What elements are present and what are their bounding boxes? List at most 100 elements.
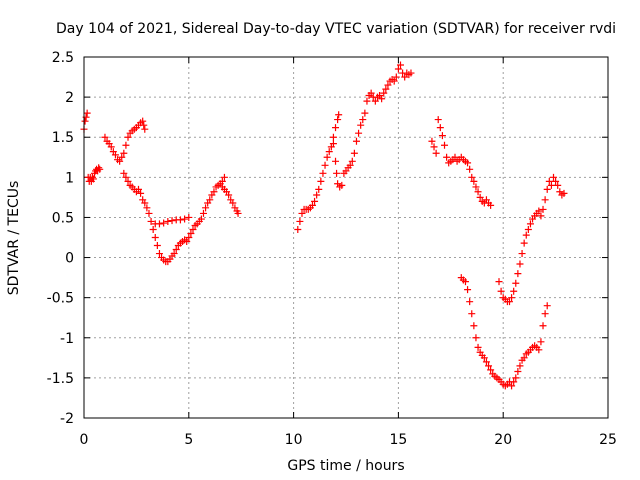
axis-ticks: 0 5 10 15 20 25 2.5 2 1.5 1 0.5 0 -0.5 -1 -1.5 -2 (47, 50, 617, 448)
data-point (229, 199, 237, 207)
data-point (487, 366, 495, 374)
data-point (120, 169, 128, 177)
data-point (359, 116, 367, 124)
data-point (514, 367, 522, 375)
data-point (392, 73, 400, 81)
data-point (474, 188, 482, 196)
data-point (197, 215, 205, 223)
data-point (116, 157, 124, 165)
data-point (355, 129, 363, 137)
y-tick-label: 1.5 (52, 130, 74, 146)
data-point (315, 185, 323, 193)
data-point (296, 217, 304, 225)
data-point (206, 196, 214, 204)
x-tick-label: 15 (389, 432, 407, 448)
data-point (441, 141, 449, 149)
data-point (545, 177, 553, 185)
data-point (428, 137, 436, 145)
data-point (134, 185, 142, 193)
data-point (151, 234, 159, 241)
data-point (543, 185, 551, 193)
data-point (107, 143, 115, 151)
data-point (472, 334, 480, 342)
data-point (181, 215, 189, 223)
data-point (524, 225, 532, 233)
data-point (298, 209, 306, 217)
data-point (537, 212, 545, 220)
data-point (443, 153, 451, 161)
y-tick-label: -2 (60, 411, 74, 427)
data-point (124, 133, 132, 141)
data-point (508, 382, 516, 390)
data-point (367, 89, 375, 97)
data-points (80, 61, 568, 390)
x-tick-label: 0 (80, 432, 89, 448)
data-point (470, 322, 478, 330)
data-point (466, 298, 474, 306)
data-point (120, 149, 128, 157)
data-point (89, 175, 97, 183)
data-point (522, 231, 530, 239)
data-point (535, 346, 543, 354)
y-tick-label: 0 (65, 251, 74, 267)
data-point (325, 148, 333, 156)
data-point (560, 189, 568, 197)
data-point (434, 116, 442, 124)
data-point (510, 378, 518, 386)
data-point (332, 124, 340, 132)
data-point (526, 220, 534, 228)
y-tick-label: 1 (65, 170, 74, 186)
data-point (497, 287, 505, 295)
data-point (378, 95, 386, 103)
data-point (357, 121, 365, 129)
data-point (155, 250, 163, 258)
data-point (547, 181, 555, 189)
data-point (155, 220, 163, 228)
x-tick-label: 20 (494, 432, 512, 448)
data-point (147, 217, 155, 225)
data-point (348, 157, 356, 165)
data-point (352, 137, 360, 145)
data-point (329, 140, 337, 148)
plot-frame (83, 56, 609, 419)
data-point (382, 85, 390, 93)
data-point (535, 207, 543, 215)
data-point (510, 287, 518, 295)
data-point (401, 73, 409, 81)
data-point (470, 177, 478, 185)
data-point (516, 260, 524, 268)
data-point (541, 310, 549, 318)
data-point (220, 173, 228, 181)
data-point (139, 117, 147, 125)
data-point (495, 278, 503, 286)
data-point (396, 61, 404, 69)
data-point (164, 217, 172, 225)
data-point (552, 177, 560, 185)
data-point (168, 217, 176, 225)
data-point (308, 201, 316, 209)
x-axis-label: GPS time / hours (287, 458, 404, 474)
data-point (176, 216, 184, 224)
data-point (294, 225, 302, 233)
data-point (143, 204, 151, 212)
data-point (476, 193, 484, 201)
data-point (81, 117, 89, 125)
data-point (508, 294, 516, 302)
data-point (317, 177, 325, 185)
data-point (185, 213, 193, 221)
data-point (464, 159, 472, 167)
data-point (487, 201, 495, 209)
y-tick-label: -1.5 (47, 371, 74, 387)
data-point (436, 124, 444, 132)
data-point (468, 310, 476, 318)
y-tick-label: -0.5 (47, 291, 74, 307)
data-point (335, 111, 343, 119)
data-point (160, 219, 168, 227)
data-point (199, 209, 207, 217)
data-point (338, 181, 346, 189)
data-point (371, 97, 379, 105)
data-point (512, 374, 520, 382)
data-point (118, 153, 126, 161)
data-point (384, 81, 392, 89)
